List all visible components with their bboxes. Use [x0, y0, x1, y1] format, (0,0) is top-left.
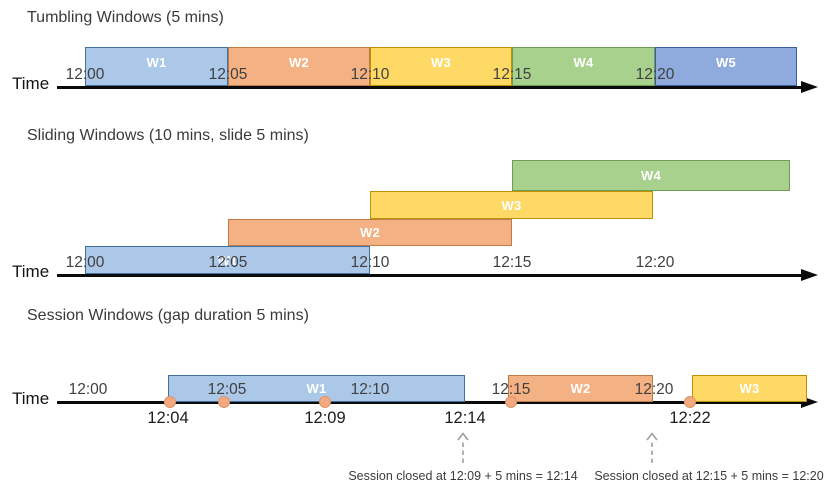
event-dot: [684, 396, 696, 408]
session-tick-1215: 12:15: [491, 381, 531, 398]
event-dot: [164, 396, 176, 408]
tumbling-tick-1210: 12:10: [350, 66, 390, 83]
session-tick-1220: 12:20: [634, 381, 674, 398]
sliding-time-axis-label: Time: [12, 262, 50, 281]
session-closed-annotation-1: Session closed at 12:09 + 5 mins = 12:14: [348, 469, 578, 483]
sliding-tick-1215: 12:15: [492, 254, 532, 271]
window-label: W1: [306, 381, 327, 396]
sliding-window-w1: W1: [85, 246, 370, 274]
window-label: W3: [739, 381, 760, 396]
tumbling-time-axis-label: Time: [12, 74, 50, 93]
sliding-tick-1200: 12:00: [65, 254, 105, 271]
window-label: W3: [501, 197, 522, 213]
tumbling-window-w3: W3: [370, 47, 512, 86]
window-label: W3: [430, 55, 452, 70]
window-label: W4: [640, 168, 662, 183]
sliding-time-axis: [57, 274, 803, 277]
event-time-label: 12:14: [444, 409, 486, 427]
tumbling-section-title: Tumbling Windows (5 mins): [27, 9, 224, 26]
event-dot: [218, 396, 230, 408]
session-window-w2: W2: [508, 375, 653, 402]
dashed-up-arrow-icon: [457, 432, 469, 463]
event-time-label: 12:04: [147, 409, 189, 427]
tumbling-axis-arrowhead-icon: [801, 81, 818, 93]
window-label: W2: [288, 55, 310, 70]
tumbling-window-w4: W4: [512, 47, 655, 86]
window-label: W2: [570, 381, 591, 396]
session-tick-1200: 12:00: [68, 381, 108, 398]
session-tick-1205: 12:05: [207, 381, 247, 398]
session-tick-1210: 12:10: [350, 381, 390, 398]
window-label: W5: [715, 55, 737, 70]
event-time-label: 12:22: [669, 409, 711, 427]
session-time-axis-label: Time: [12, 389, 50, 408]
sliding-tick-1210: 12:10: [350, 254, 390, 271]
sliding-tick-1220: 12:20: [635, 254, 675, 271]
sliding-window-w2: W2: [228, 219, 512, 246]
event-dot: [505, 396, 517, 408]
tumbling-window-w5: W5: [655, 47, 797, 86]
sliding-section-title: Sliding Windows (10 mins, slide 5 mins): [27, 127, 309, 144]
tumbling-window-w2: W2: [228, 47, 370, 86]
session-time-axis: [57, 401, 803, 404]
sliding-window-w3: W3: [370, 191, 653, 219]
window-label: W2: [359, 225, 381, 240]
tumbling-tick-1220: 12:20: [635, 66, 675, 83]
session-window-w1: W1: [168, 375, 465, 402]
tumbling-tick-1205: 12:05: [208, 66, 248, 83]
dashed-up-arrow-icon: [646, 432, 658, 463]
event-dot: [319, 396, 331, 408]
sliding-axis-arrowhead-icon: [801, 269, 818, 281]
tumbling-time-axis: [57, 86, 803, 89]
tumbling-window-w1: W1: [85, 47, 228, 86]
window-label: W1: [217, 252, 238, 268]
window-label: W1: [146, 55, 167, 70]
sliding-tick-1205: 12:05: [208, 254, 248, 271]
tumbling-tick-1215: 12:15: [492, 66, 532, 83]
event-time-label: 12:09: [304, 409, 346, 427]
session-section-title: Session Windows (gap duration 5 mins): [27, 307, 309, 324]
window-label: W4: [573, 55, 594, 70]
sliding-window-w4: W4: [512, 160, 790, 191]
session-closed-annotation-2: Session closed at 12:15 + 5 mins = 12:20: [594, 469, 824, 483]
tumbling-tick-1200: 12:00: [65, 66, 105, 83]
session-window-w3: W3: [692, 375, 807, 402]
